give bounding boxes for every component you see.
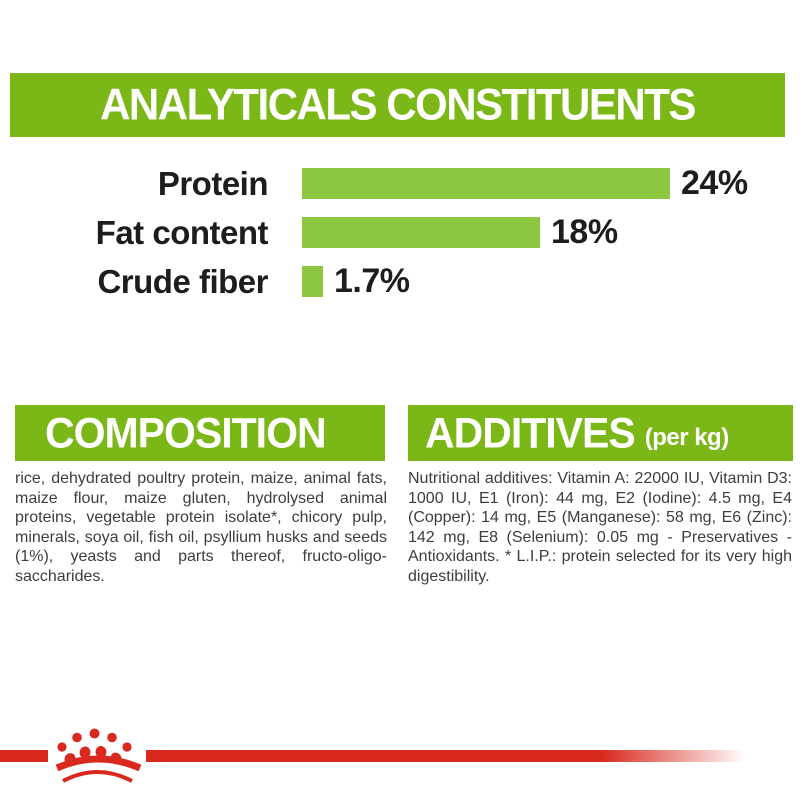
chart-category-label: Crude fiber [97, 262, 268, 300]
chart-value-label: 24% [681, 164, 748, 202]
chart-value-label: 18% [551, 213, 618, 251]
composition-header-bar: COMPOSITION [15, 405, 385, 461]
chart-value-label: 1.7% [334, 262, 410, 300]
brand-rule-left-segment [0, 750, 48, 762]
chart-bar [302, 167, 670, 199]
chart-row: Fat content 18% [0, 213, 800, 251]
composition-body: rice, dehydrated poultry protein, maize,… [15, 470, 387, 585]
chart-category-label: Fat content [95, 213, 269, 251]
royal-canin-crown-icon [47, 722, 145, 790]
additives-title-suffix: (per kg) [644, 424, 730, 451]
additives-header-bar: ADDITIVES (per kg) [408, 405, 793, 461]
additives-body: Nutritional additives: Vitamin A: 22000 … [408, 470, 792, 585]
chart-bar [302, 216, 540, 248]
analyticals-header-bar: ANALYTICALS CONSTITUENTS [10, 73, 785, 137]
analytical-constituents-chart: Protein 24% Fat content 18% Crude fiber 1.7% [0, 164, 800, 314]
chart-bar [302, 265, 323, 297]
brand-rule-right-segment [146, 750, 746, 762]
chart-category-label: Protein [157, 164, 269, 202]
composition-title: COMPOSITION [45, 408, 327, 457]
analyticals-title: ANALYTICALS CONSTITUENTS [100, 79, 696, 130]
chart-row: Protein 24% [0, 164, 800, 202]
chart-row: Crude fiber 1.7% [0, 262, 800, 300]
additives-title: ADDITIVES [425, 408, 636, 457]
